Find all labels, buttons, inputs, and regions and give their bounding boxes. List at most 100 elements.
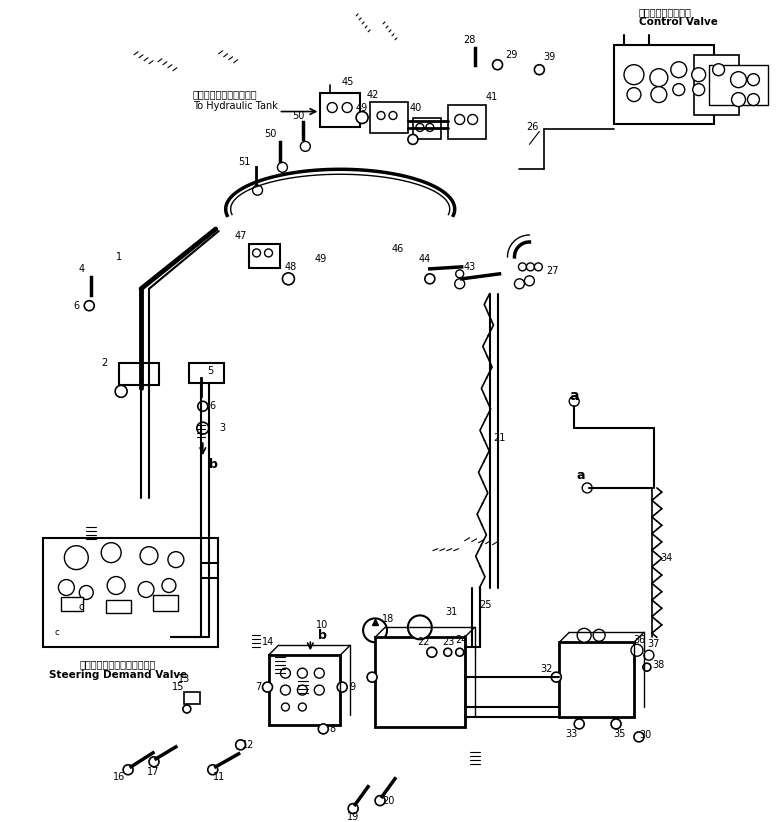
Circle shape	[64, 546, 88, 570]
Circle shape	[140, 547, 158, 565]
Text: 49: 49	[356, 103, 369, 113]
Bar	[320, 93, 360, 127]
Text: 9: 9	[349, 682, 355, 692]
Text: b: b	[318, 629, 327, 642]
Text: 11: 11	[213, 772, 225, 782]
Circle shape	[582, 483, 592, 493]
Bar	[43, 538, 218, 647]
Text: 4: 4	[78, 264, 85, 274]
Text: コントロールバルブ: コントロールバルブ	[639, 7, 692, 17]
Text: 42: 42	[367, 90, 379, 99]
Text: 50: 50	[293, 110, 304, 121]
Bar	[559, 642, 634, 717]
Circle shape	[634, 732, 644, 742]
Text: 44: 44	[419, 254, 431, 264]
Text: To Hydraulic Tank: To Hydraulic Tank	[192, 100, 278, 110]
Text: 16: 16	[113, 772, 125, 782]
Circle shape	[58, 580, 74, 595]
Circle shape	[526, 263, 535, 271]
Circle shape	[299, 703, 307, 711]
Bar	[189, 363, 223, 383]
Circle shape	[265, 249, 272, 257]
Circle shape	[115, 386, 127, 397]
Circle shape	[493, 60, 503, 70]
Circle shape	[348, 804, 359, 814]
Text: 39: 39	[543, 52, 556, 62]
Circle shape	[327, 103, 338, 113]
Circle shape	[593, 630, 605, 641]
Circle shape	[280, 685, 290, 695]
Circle shape	[611, 719, 621, 729]
Circle shape	[627, 88, 641, 102]
Text: 12: 12	[242, 740, 255, 750]
Text: 6: 6	[210, 401, 216, 411]
Circle shape	[456, 270, 464, 278]
Text: 27: 27	[546, 266, 559, 276]
Bar	[120, 363, 159, 386]
Circle shape	[377, 112, 385, 119]
Circle shape	[300, 141, 310, 151]
Circle shape	[747, 94, 760, 105]
Circle shape	[518, 263, 526, 271]
Text: 7: 7	[255, 682, 262, 692]
Circle shape	[282, 703, 289, 711]
Text: 10: 10	[316, 621, 328, 630]
Circle shape	[730, 72, 747, 88]
Text: 5: 5	[208, 367, 214, 376]
Text: 20: 20	[382, 796, 394, 806]
Circle shape	[162, 579, 176, 593]
Circle shape	[314, 668, 324, 678]
Text: 35: 35	[613, 729, 625, 739]
Circle shape	[631, 644, 643, 656]
Circle shape	[314, 685, 324, 695]
Circle shape	[693, 84, 705, 95]
Text: 21: 21	[494, 433, 506, 443]
Text: 6: 6	[73, 301, 79, 311]
Text: 45: 45	[342, 76, 355, 86]
Bar	[708, 65, 768, 104]
Circle shape	[389, 112, 397, 119]
Text: 47: 47	[234, 231, 247, 241]
Circle shape	[367, 672, 377, 682]
Text: 37: 37	[648, 640, 660, 649]
Circle shape	[356, 112, 368, 123]
Text: 51: 51	[238, 157, 251, 168]
Text: 49: 49	[314, 254, 327, 264]
Text: Steering Demand Valve: Steering Demand Valve	[49, 670, 187, 680]
Circle shape	[278, 162, 287, 173]
Bar	[61, 598, 83, 612]
Circle shape	[691, 67, 705, 81]
Text: 41: 41	[486, 91, 497, 102]
Text: 34: 34	[660, 552, 673, 562]
Text: Control Valve: Control Valve	[639, 17, 718, 27]
Text: c: c	[78, 603, 84, 612]
Text: 31: 31	[445, 607, 458, 617]
Circle shape	[574, 719, 584, 729]
Circle shape	[670, 62, 687, 77]
Circle shape	[570, 396, 579, 406]
Circle shape	[318, 724, 328, 734]
Bar	[370, 102, 408, 133]
Text: 46: 46	[392, 244, 404, 254]
Circle shape	[643, 663, 651, 671]
Circle shape	[149, 757, 159, 767]
Text: 14: 14	[262, 637, 275, 647]
Circle shape	[252, 185, 262, 195]
Text: 2: 2	[101, 358, 107, 368]
Text: ハイドロリックタンクへ: ハイドロリックタンクへ	[192, 90, 258, 99]
Text: 36: 36	[632, 635, 645, 645]
Bar	[413, 118, 441, 140]
Circle shape	[747, 74, 760, 85]
Circle shape	[650, 69, 668, 86]
Circle shape	[535, 65, 544, 75]
Text: 29: 29	[505, 50, 518, 60]
Circle shape	[236, 740, 245, 750]
Circle shape	[455, 114, 465, 124]
Circle shape	[673, 84, 684, 95]
Circle shape	[712, 64, 725, 76]
Text: 13: 13	[178, 674, 190, 684]
Circle shape	[123, 764, 133, 774]
Text: 19: 19	[347, 811, 359, 821]
Text: 40: 40	[410, 103, 422, 113]
Text: 32: 32	[540, 664, 553, 674]
